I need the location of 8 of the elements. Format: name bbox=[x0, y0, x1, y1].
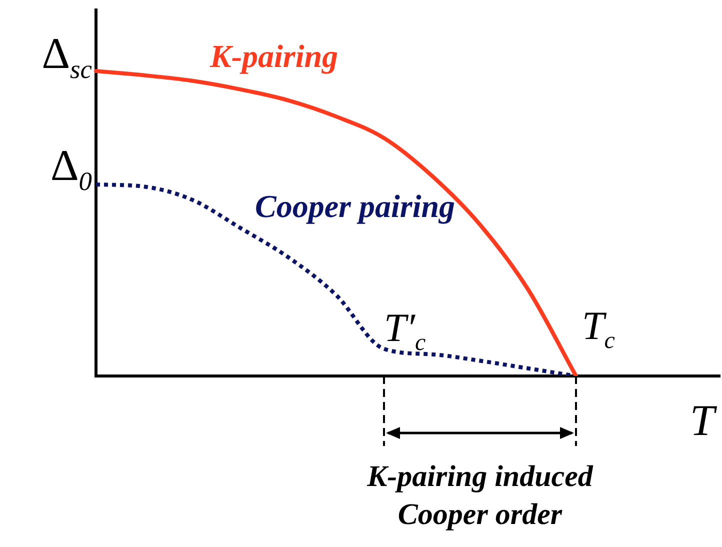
annotation: T′$_{c}$ bbox=[384, 304, 426, 357]
series-label: Cooper pairing bbox=[255, 188, 456, 225]
text: Δ$_{0}$ bbox=[50, 140, 92, 197]
text: K-pairing induced Cooper order bbox=[366, 459, 594, 532]
series-label: K-pairing bbox=[210, 38, 338, 75]
annotation: T$_{c}$ bbox=[582, 302, 615, 355]
x-axis-title: T bbox=[690, 395, 714, 446]
text: Δ$_{sc}$ bbox=[42, 28, 92, 85]
